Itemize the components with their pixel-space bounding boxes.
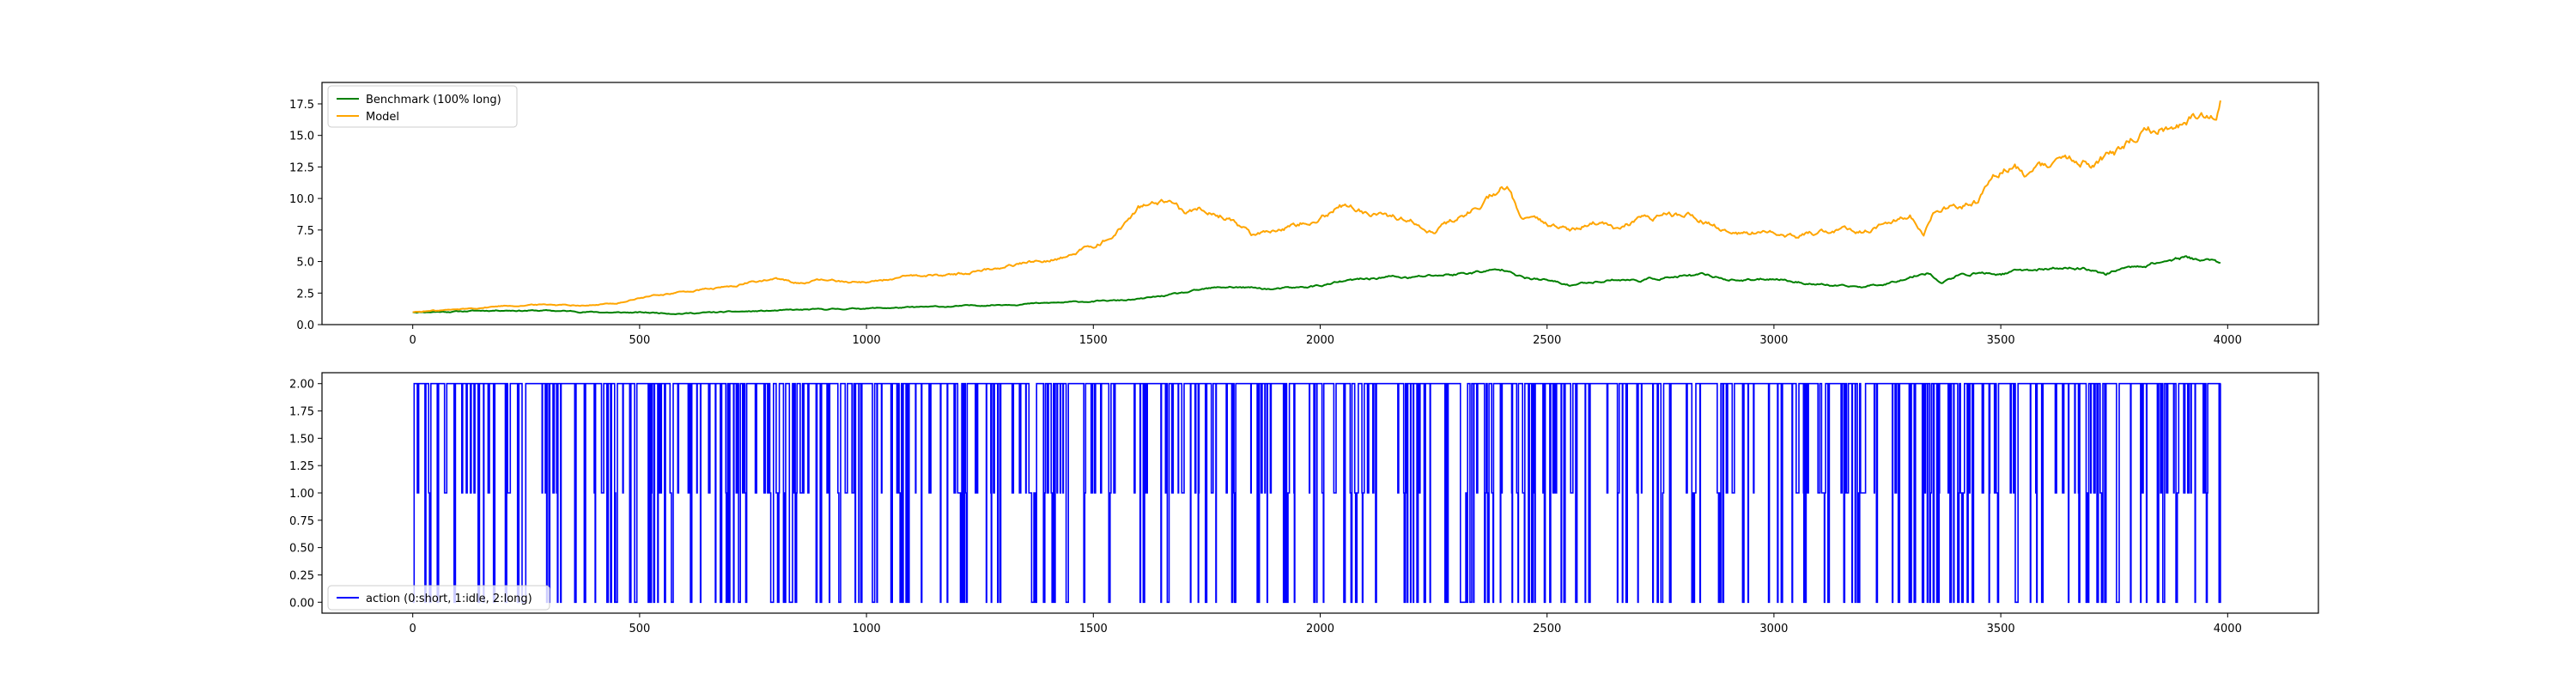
y-tick-label: 2.5 [296, 288, 314, 301]
y-tick-label: 1.25 [289, 460, 314, 473]
x-tick-label: 3500 [1987, 334, 2015, 347]
legend-label-model: Model [366, 111, 399, 124]
y-tick-label: 7.5 [296, 225, 314, 238]
x-tick-label: 3500 [1987, 623, 2015, 635]
y-tick-label: 10.0 [289, 193, 314, 206]
action-legend: action (0:short, 1:idle, 2:long) [327, 585, 550, 611]
x-tick-label: 1000 [853, 623, 881, 635]
x-tick-label: 3000 [1759, 623, 1788, 635]
x-tick-label: 4000 [2214, 623, 2242, 635]
y-tick-label: 12.5 [289, 161, 314, 174]
y-tick-label: 0.0 [296, 319, 314, 332]
legend-label-benchmark: Benchmark (100% long) [366, 94, 501, 106]
series-line-action [412, 382, 2221, 604]
x-tick-label: 3000 [1759, 334, 1788, 347]
x-tick-label: 1500 [1079, 623, 1108, 635]
y-tick-label: 0.50 [289, 543, 314, 556]
action-series [412, 382, 2221, 604]
y-tick-label: 17.5 [289, 99, 314, 112]
x-tick-label: 2500 [1533, 623, 1561, 635]
legend-label-action: action (0:short, 1:idle, 2:long) [366, 593, 532, 605]
performance-chart: 0 500 1000 1500 2000 2500 3000 3500 4000 0.0 2.5 5.… [289, 82, 2319, 347]
series-line-benchmark [412, 255, 2221, 315]
x-tick-label: 2000 [1306, 334, 1334, 347]
y-tick-label: 5.0 [296, 257, 314, 270]
performance-legend: Benchmark (100% long) Model [327, 85, 518, 128]
x-tick-label: 0 [410, 334, 416, 347]
x-tick-label: 2000 [1306, 623, 1334, 635]
performance-series [412, 100, 2221, 315]
y-tick-label: 1.50 [289, 433, 314, 446]
y-tick-label: 1.75 [289, 406, 314, 419]
y-tick-label: 15.0 [289, 131, 314, 143]
y-tick-label: 0.25 [289, 569, 314, 582]
action-chart: 0 500 1000 1500 2000 2500 3000 3500 4000 0.00 0.25… [289, 372, 2319, 635]
performance-axes: 0 500 1000 1500 2000 2500 3000 3500 4000 0.0 2.5 5.… [289, 82, 2319, 347]
x-tick-label: 4000 [2214, 334, 2242, 347]
action-axes: 0 500 1000 1500 2000 2500 3000 3500 4000 0.00 0.25… [289, 372, 2319, 635]
legend-box [327, 85, 518, 128]
x-tick-label: 2500 [1533, 334, 1561, 347]
y-tick-label: 0.75 [289, 515, 314, 528]
x-tick-label: 500 [629, 623, 650, 635]
x-tick-label: 500 [629, 334, 650, 347]
legend-box [327, 585, 550, 611]
x-tick-label: 0 [410, 623, 416, 635]
y-tick-label: 1.00 [289, 488, 314, 501]
x-tick-label: 1000 [853, 334, 881, 347]
x-tick-label: 1500 [1079, 334, 1108, 347]
y-tick-label: 0.00 [289, 597, 314, 610]
series-line-model [412, 100, 2221, 313]
y-tick-label: 2.00 [289, 379, 314, 392]
